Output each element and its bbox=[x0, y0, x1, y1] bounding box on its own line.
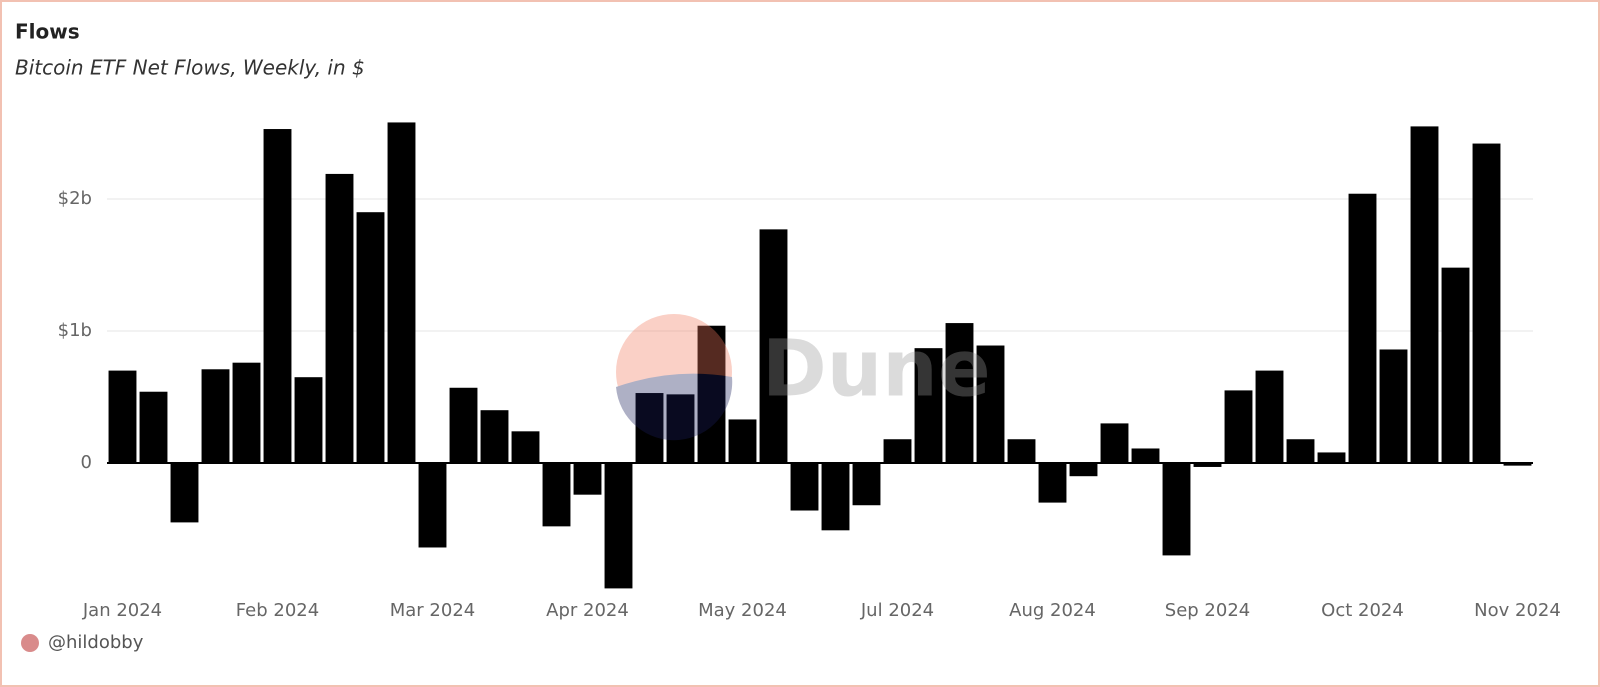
x-tick-label: Apr 2024 bbox=[546, 600, 629, 621]
watermark: Dune bbox=[616, 314, 991, 441]
bar bbox=[883, 439, 912, 463]
watermark-logo bbox=[616, 314, 732, 430]
bar bbox=[604, 463, 633, 589]
grid bbox=[107, 122, 1533, 589]
bar bbox=[418, 463, 447, 548]
bar bbox=[1162, 463, 1191, 556]
bar bbox=[108, 370, 137, 463]
bar bbox=[1348, 193, 1377, 463]
bar bbox=[852, 463, 881, 506]
x-tick-label: Mar 2024 bbox=[390, 600, 476, 621]
bar bbox=[635, 393, 664, 463]
bar bbox=[1069, 463, 1098, 477]
bar bbox=[1007, 439, 1036, 463]
bar bbox=[697, 325, 726, 463]
bar bbox=[1193, 463, 1222, 467]
bar bbox=[232, 362, 261, 463]
bar bbox=[1379, 349, 1408, 463]
bar bbox=[387, 122, 416, 463]
y-tick-label: $2b bbox=[58, 188, 92, 209]
bar bbox=[1255, 370, 1284, 463]
bar bbox=[1224, 390, 1253, 463]
watermark-logo-part bbox=[616, 373, 733, 441]
x-tick-label: Nov 2024 bbox=[1474, 600, 1561, 621]
bar bbox=[1100, 423, 1129, 463]
x-tick-label: Jul 2024 bbox=[860, 600, 934, 621]
x-tick-label: Sep 2024 bbox=[1165, 600, 1250, 621]
chart-title: Flows bbox=[15, 20, 80, 44]
bar bbox=[759, 229, 788, 463]
bar bbox=[945, 323, 974, 463]
bar bbox=[201, 369, 230, 463]
bar bbox=[1441, 267, 1470, 463]
bar bbox=[666, 394, 695, 463]
bar bbox=[976, 345, 1005, 463]
bar bbox=[728, 419, 757, 463]
bar bbox=[573, 463, 602, 495]
bar bbox=[1286, 439, 1315, 463]
x-tick-label: Jan 2024 bbox=[82, 600, 162, 621]
y-tick-label: 0 bbox=[81, 452, 92, 473]
author-avatar bbox=[21, 634, 39, 652]
bar bbox=[1131, 448, 1160, 463]
bar bbox=[325, 173, 354, 464]
bar bbox=[1503, 463, 1532, 466]
bar bbox=[356, 212, 385, 463]
bar bbox=[542, 463, 571, 527]
chart-subtitle: Bitcoin ETF Net Flows, Weekly, in $ bbox=[15, 56, 365, 80]
bar bbox=[139, 391, 168, 463]
bar bbox=[821, 463, 850, 531]
bar bbox=[449, 387, 478, 463]
bar bbox=[480, 410, 509, 463]
x-tick-label: Aug 2024 bbox=[1009, 600, 1096, 621]
bar bbox=[1410, 126, 1439, 464]
x-tick-label: Oct 2024 bbox=[1321, 600, 1404, 621]
bar bbox=[294, 377, 323, 463]
bar bbox=[790, 463, 819, 511]
bar bbox=[1038, 463, 1067, 503]
author: @hildobby bbox=[48, 632, 144, 653]
watermark-text: Dune bbox=[762, 324, 991, 414]
y-tick-label: $1b bbox=[58, 320, 92, 341]
x-tick-label: May 2024 bbox=[698, 600, 787, 621]
bar bbox=[914, 348, 943, 463]
bar bbox=[263, 129, 292, 463]
bar bbox=[170, 463, 199, 523]
bar bbox=[511, 431, 540, 463]
bar bbox=[1472, 143, 1501, 463]
x-tick-label: Feb 2024 bbox=[236, 600, 319, 621]
bar bbox=[1317, 452, 1346, 463]
